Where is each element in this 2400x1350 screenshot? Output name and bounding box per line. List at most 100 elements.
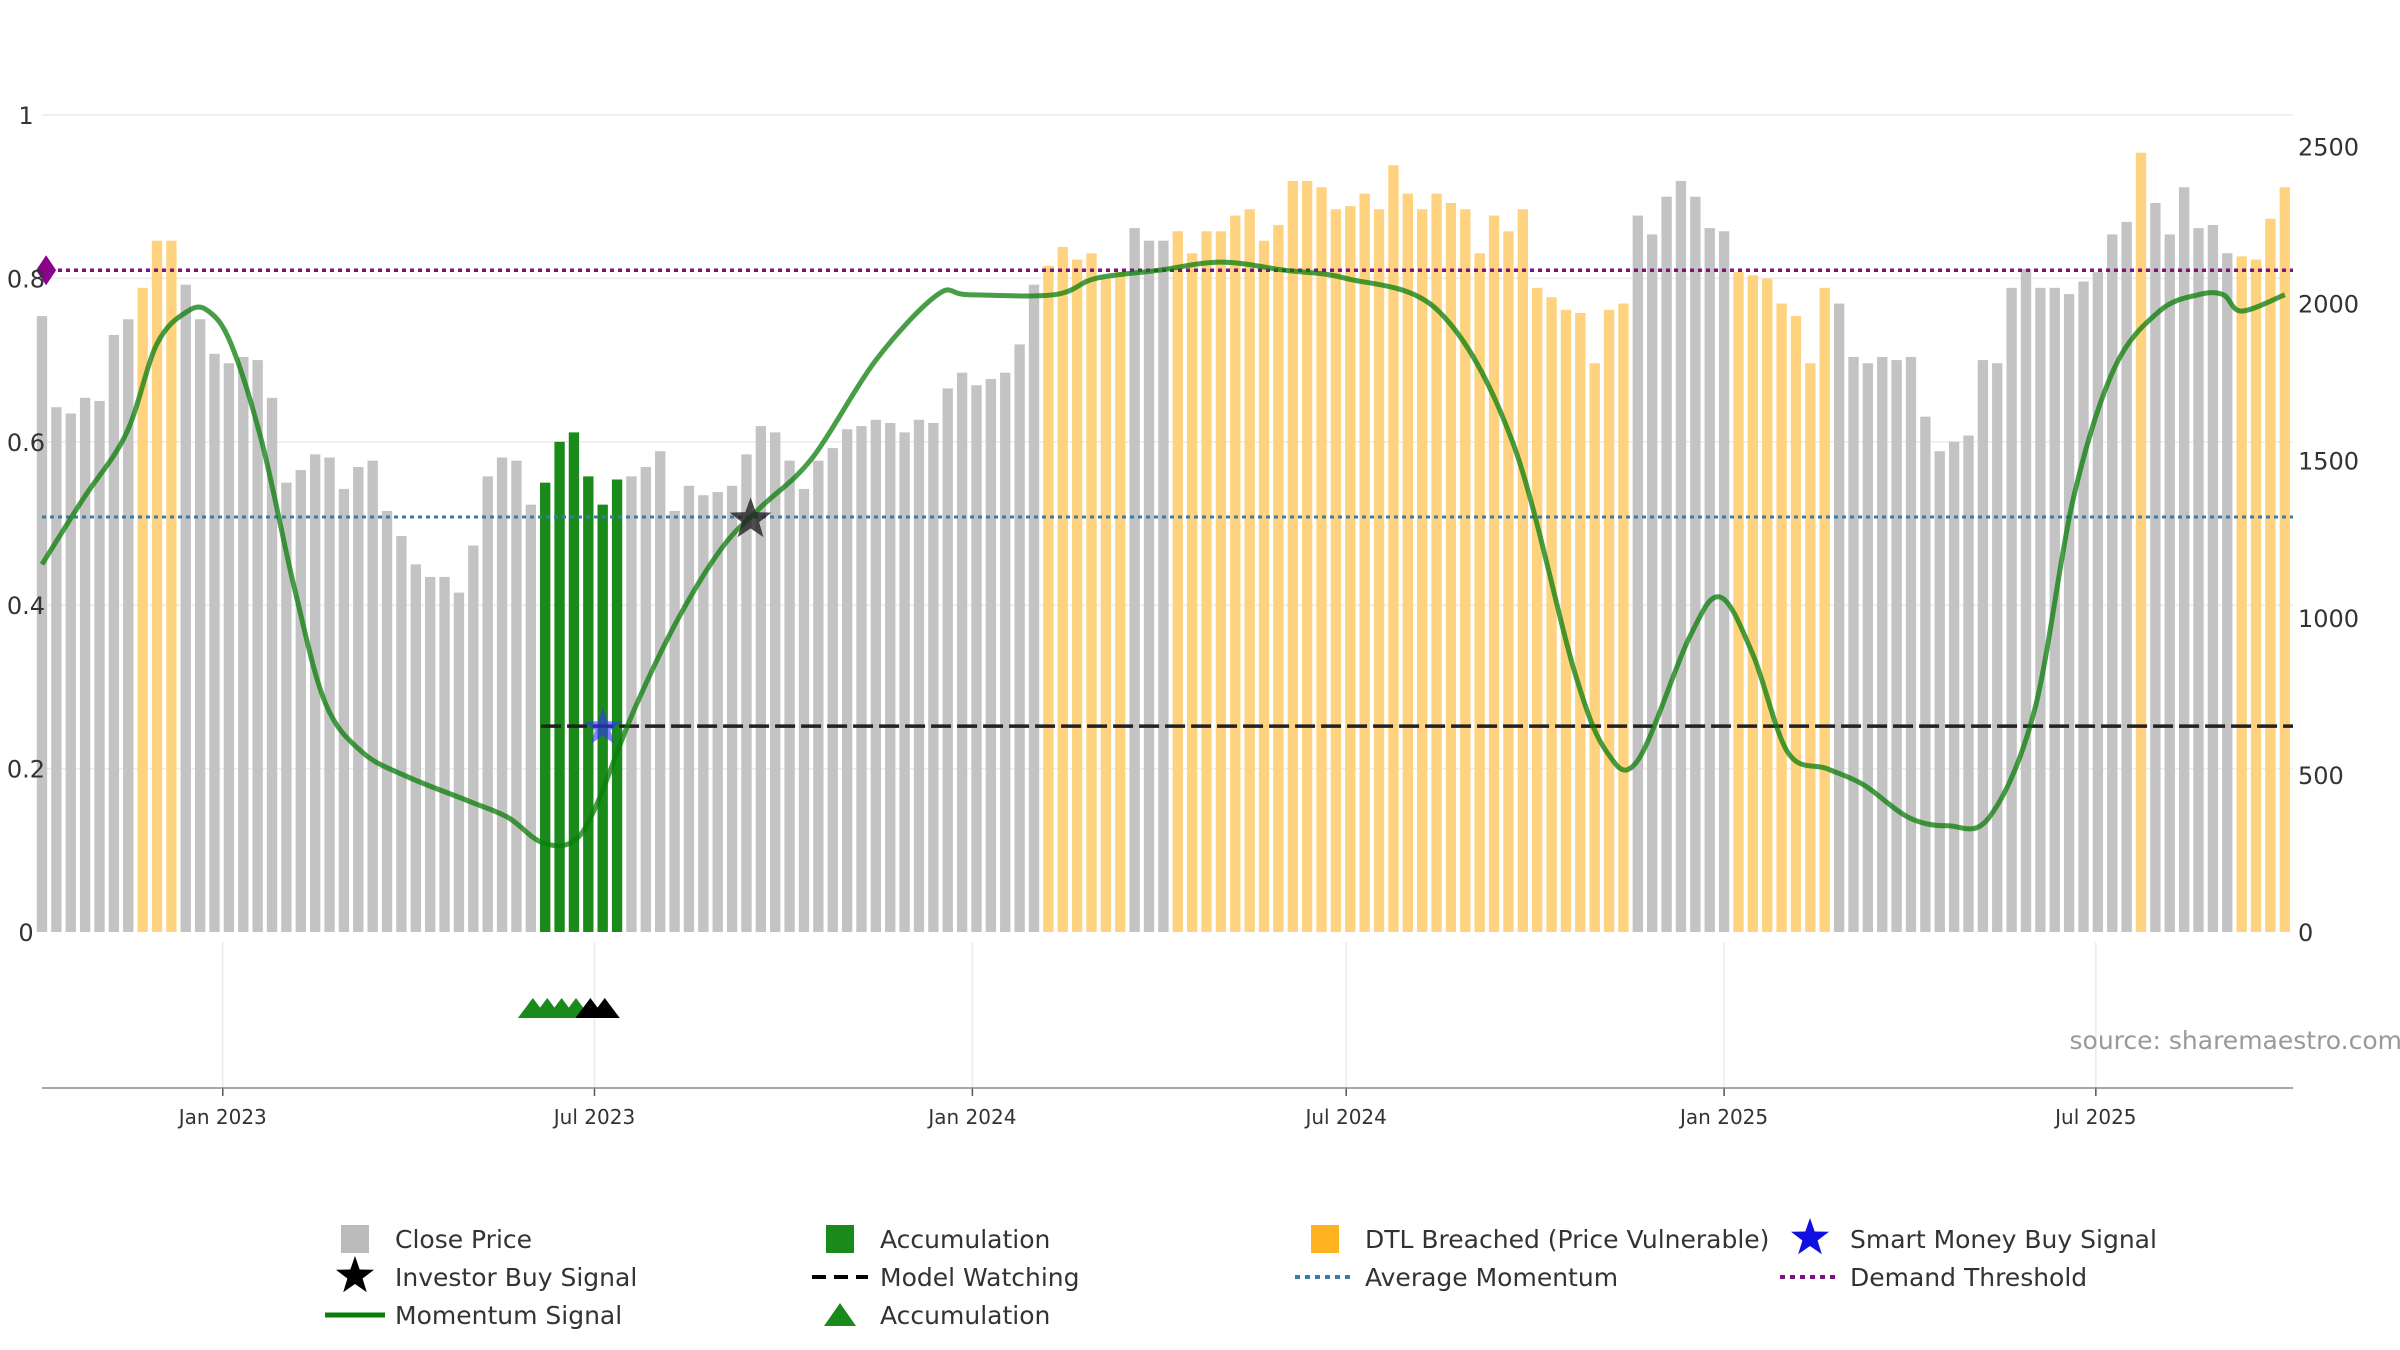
price-bar [1891,360,1902,933]
price-bar [928,422,939,932]
price-bar [1474,253,1485,932]
price-bar [626,476,637,932]
price-bar [1244,209,1255,932]
legend: Close Price Accumulation DTL Breached (Pri… [325,1218,2157,1330]
price-bar [655,451,666,932]
price-bar [1373,209,1385,932]
price-bar [827,448,838,932]
price-bar [223,363,235,932]
price-bar [194,319,206,932]
price-bar [252,360,263,933]
price-bar [1905,356,1917,933]
price-bar [2164,234,2175,932]
price-bar [1000,372,1011,932]
x-tick-label: Jul 2025 [2053,1105,2136,1129]
price-bar [1704,228,1715,932]
price-bar [2006,287,2017,933]
price-bar [1287,180,1298,933]
y-right-tick-label: 0 [2298,919,2313,947]
price-bar [2078,281,2089,932]
price-bar [2020,268,2032,933]
price-bar [238,356,249,933]
price-bar [410,564,421,932]
price-bar [1546,297,1557,932]
price-bar [698,495,709,932]
price-bar [726,485,738,932]
price-bar [784,460,795,932]
legend-label: Investor Buy Signal [395,1263,637,1292]
price-bar [1230,215,1241,933]
source-label: source: sharemaestro.com [2070,1026,2400,1055]
price-bar [640,466,651,932]
x-tick-label: Jan 2024 [926,1105,1016,1129]
legend-star-icon [1791,1218,1829,1255]
investor-buy-signal-star [729,497,772,538]
price-bar [755,426,767,932]
price-bar [1517,209,1528,932]
price-bar [971,385,982,932]
price-bar [1503,231,1514,932]
price-bar [1345,206,1356,932]
y-left-tick-label: 0.2 [7,756,45,784]
price-bar [1143,240,1155,932]
signal-markers [36,255,772,744]
price-bar [1057,246,1068,933]
legend-label: Demand Threshold [1850,1263,2087,1292]
y-right-tick-label: 2000 [2298,291,2359,319]
price-bar [1028,284,1040,932]
demand-threshold-marker [36,255,57,286]
price-bar [1776,303,1787,932]
price-bar [583,476,594,932]
price-bar [309,454,321,932]
price-bar [1445,202,1457,933]
price-bar [324,457,335,932]
legend-item: Investor Buy Signal [336,1256,637,1293]
y-left-tick-label: 0.8 [7,265,45,293]
price-bar [2250,259,2262,932]
price-bar [1086,253,1097,932]
price-bar [1186,253,1198,932]
price-bar [1417,209,1428,932]
price-bar [870,419,882,932]
price-bar [496,457,508,932]
price-bar [913,419,925,932]
price-bar [151,240,163,932]
y-right-tick-label: 1000 [2298,605,2359,633]
price-bar [266,397,278,932]
price-bar [1833,303,1845,932]
price-bar [1301,180,1313,933]
legend-label: Smart Money Buy Signal [1850,1225,2157,1254]
close-price-bars [36,152,2290,933]
price-bar [1575,312,1586,933]
price-bar [381,510,393,932]
legend-swatch [341,1225,369,1253]
price-bar [396,536,407,932]
price-bar [1977,360,1989,933]
legend-label: Accumulation [880,1225,1050,1254]
price-bar [1718,231,1730,932]
price-bar [295,470,306,932]
legend-item: Average Momentum [1295,1263,1618,1292]
price-bar [123,319,134,932]
price-bar [1201,231,1212,932]
price-bar [885,422,896,932]
y-left-tick-label: 1 [18,102,33,130]
price-bar [137,287,148,933]
price-bar [841,429,853,932]
price-bar [425,576,436,932]
price-bar [338,488,350,932]
price-bar [1632,215,1643,933]
price-bar [1560,309,1572,932]
price-bar [1862,363,1874,932]
price-bar [540,482,551,932]
price-bar [353,466,364,932]
price-bar [568,432,580,932]
legend-item: Momentum Signal [325,1301,622,1330]
price-bar [79,397,91,932]
price-bar [942,388,953,932]
price-bar [985,378,997,932]
price-bar [1877,356,1888,933]
price-bar [956,372,968,932]
price-bar [1316,187,1327,932]
